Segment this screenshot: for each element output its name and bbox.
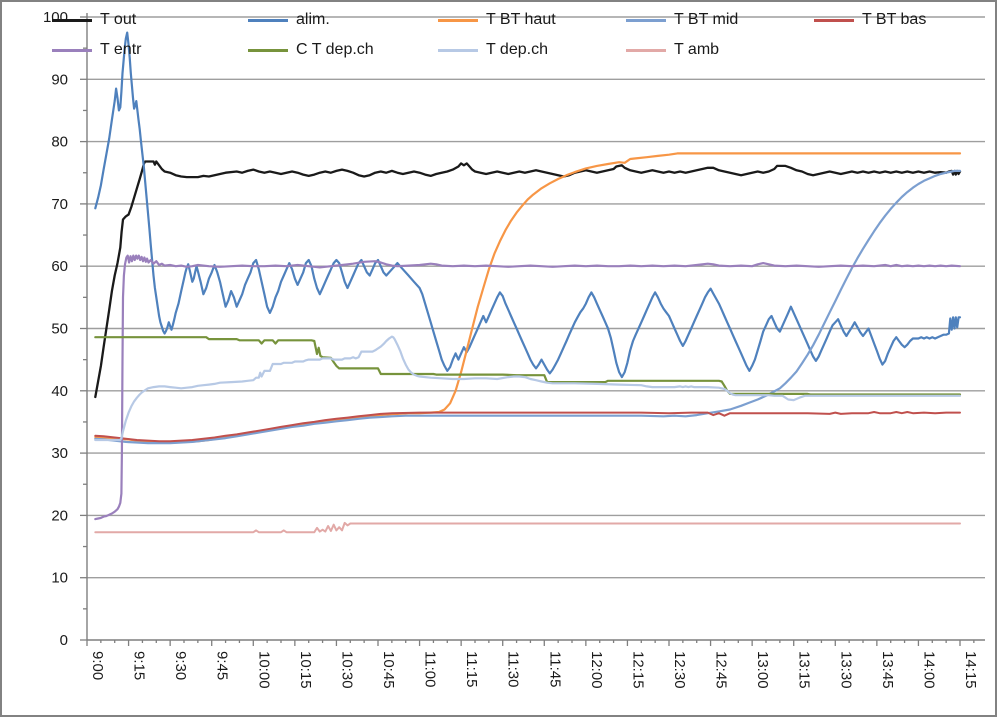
series-line-c-t-dep-ch [94, 336, 962, 396]
x-tick-label: 11:45 [546, 651, 563, 687]
series-line-t-amb [94, 521, 961, 534]
x-tick-label: 9:15 [131, 651, 148, 680]
gridlines [87, 16, 985, 579]
y-axis-labels: 0 10 20 30 40 50 60 70 80 90 100 [43, 9, 68, 649]
y-tick-label: 70 [51, 196, 68, 213]
x-tick-label: 13:30 [837, 651, 854, 689]
series-line-t-out [94, 160, 962, 399]
y-tick-label: 0 [60, 632, 68, 649]
y-tick-label: 30 [51, 445, 68, 462]
x-tick-label: 11:30 [505, 651, 522, 687]
y-tick-label: 50 [51, 321, 68, 338]
x-tick-label: 13:45 [879, 651, 896, 689]
series-line-t-bt-mid [94, 169, 962, 445]
x-tick-label: 9:45 [214, 651, 231, 680]
x-axis-labels: 9:00 9:15 9:30 9:45 10:00 10:15 10:30 10:45 11:0… [89, 651, 979, 689]
x-tick-label: 10:30 [338, 651, 355, 689]
x-tick-label: 12:30 [671, 651, 688, 689]
series-lines [94, 31, 962, 534]
x-tick-label: 13:00 [754, 651, 771, 689]
y-tick-label: 10 [51, 570, 68, 587]
x-tick-label: 9:00 [89, 651, 106, 680]
y-tick-label: 100 [43, 9, 68, 26]
x-tick-label: 12:45 [713, 651, 730, 689]
y-tick-label: 90 [51, 71, 68, 88]
x-tick-label: 14:00 [920, 651, 937, 689]
x-tick-label: 14:15 [962, 651, 979, 689]
x-tick-label: 10:00 [255, 651, 272, 689]
x-tick-label: 12:00 [588, 651, 605, 689]
x-tick-label: 11:00 [422, 651, 439, 687]
x-tick-label: 13:15 [796, 651, 813, 689]
x-tick-label: 9:30 [172, 651, 189, 680]
axes [80, 13, 985, 646]
series-line-t-bt-haut [94, 152, 962, 444]
series-line-t-dep-ch [94, 335, 962, 442]
x-tick-label: 10:45 [380, 651, 397, 689]
series-line-t-entr [94, 254, 962, 521]
y-tick-label: 80 [51, 134, 68, 151]
x-tick-label: 12:15 [629, 651, 646, 689]
series-line-t-bt-bas [94, 411, 961, 443]
y-tick-label: 20 [51, 507, 68, 524]
y-tick-label: 60 [51, 258, 68, 275]
x-tick-label: 10:15 [297, 651, 314, 689]
series-line-alim- [94, 31, 962, 379]
x-tick-label: 11:15 [463, 651, 480, 687]
y-tick-label: 40 [51, 383, 68, 400]
